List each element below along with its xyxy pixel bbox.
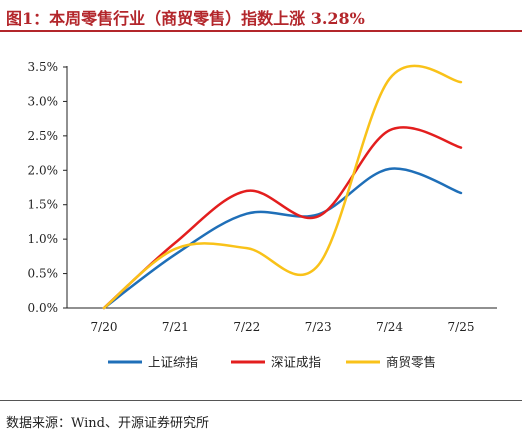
chart-title: 图1：本周零售行业（商贸零售）指数上涨 3.28%	[6, 9, 365, 28]
series-line-1	[102, 167, 463, 310]
x-tick-label: 7/23	[305, 320, 332, 334]
y-tick-label: 3.5%	[28, 60, 59, 74]
legend-label: 上证综指	[148, 355, 198, 370]
series-line-2	[102, 126, 463, 310]
y-axis: 0.0% 0.5% 1.0% 1.5% 2.0% 2.5% 3.0% 3.5%	[28, 60, 68, 315]
y-tick-label: 2.5%	[28, 129, 59, 143]
series-lines	[102, 64, 463, 310]
y-tick-label: 0.5%	[28, 267, 59, 281]
y-tick-label: 3.0%	[28, 94, 59, 108]
x-tick-label: 7/25	[448, 320, 475, 334]
x-tick-labels: 7/20 7/21 7/22 7/23 7/24 7/25	[91, 320, 475, 334]
x-tick-label: 7/20	[91, 320, 118, 334]
series-line-3	[102, 64, 463, 310]
y-tick-label: 1.0%	[28, 232, 59, 246]
x-tick-label: 7/22	[233, 320, 260, 334]
legend-label: 商贸零售	[386, 355, 436, 370]
legend: 上证综指 深证成指 商贸零售	[108, 355, 436, 370]
line-chart: 0.0%0.5%1.0%1.5%2.0%2.5%3.0%3.5% 7/20 7/2…	[28, 60, 497, 370]
y-tick-label: 0.0%	[28, 301, 59, 315]
y-tick-labels: 0.0% 0.5% 1.0% 1.5% 2.0% 2.5% 3.0% 3.5%	[28, 60, 67, 315]
x-tick-label: 7/24	[376, 320, 403, 334]
legend-label: 深证成指	[271, 355, 321, 370]
title-divider	[0, 30, 522, 32]
y-tick-label: 2.0%	[28, 163, 59, 177]
x-axis: 7/20 7/21 7/22 7/23 7/24 7/25	[67, 307, 497, 334]
x-tick-label: 7/21	[162, 320, 189, 334]
y-tick-label: 1.5%	[28, 198, 59, 212]
footer-divider	[0, 400, 522, 401]
source-note: 数据来源：Wind、开源证券研究所	[6, 416, 209, 431]
